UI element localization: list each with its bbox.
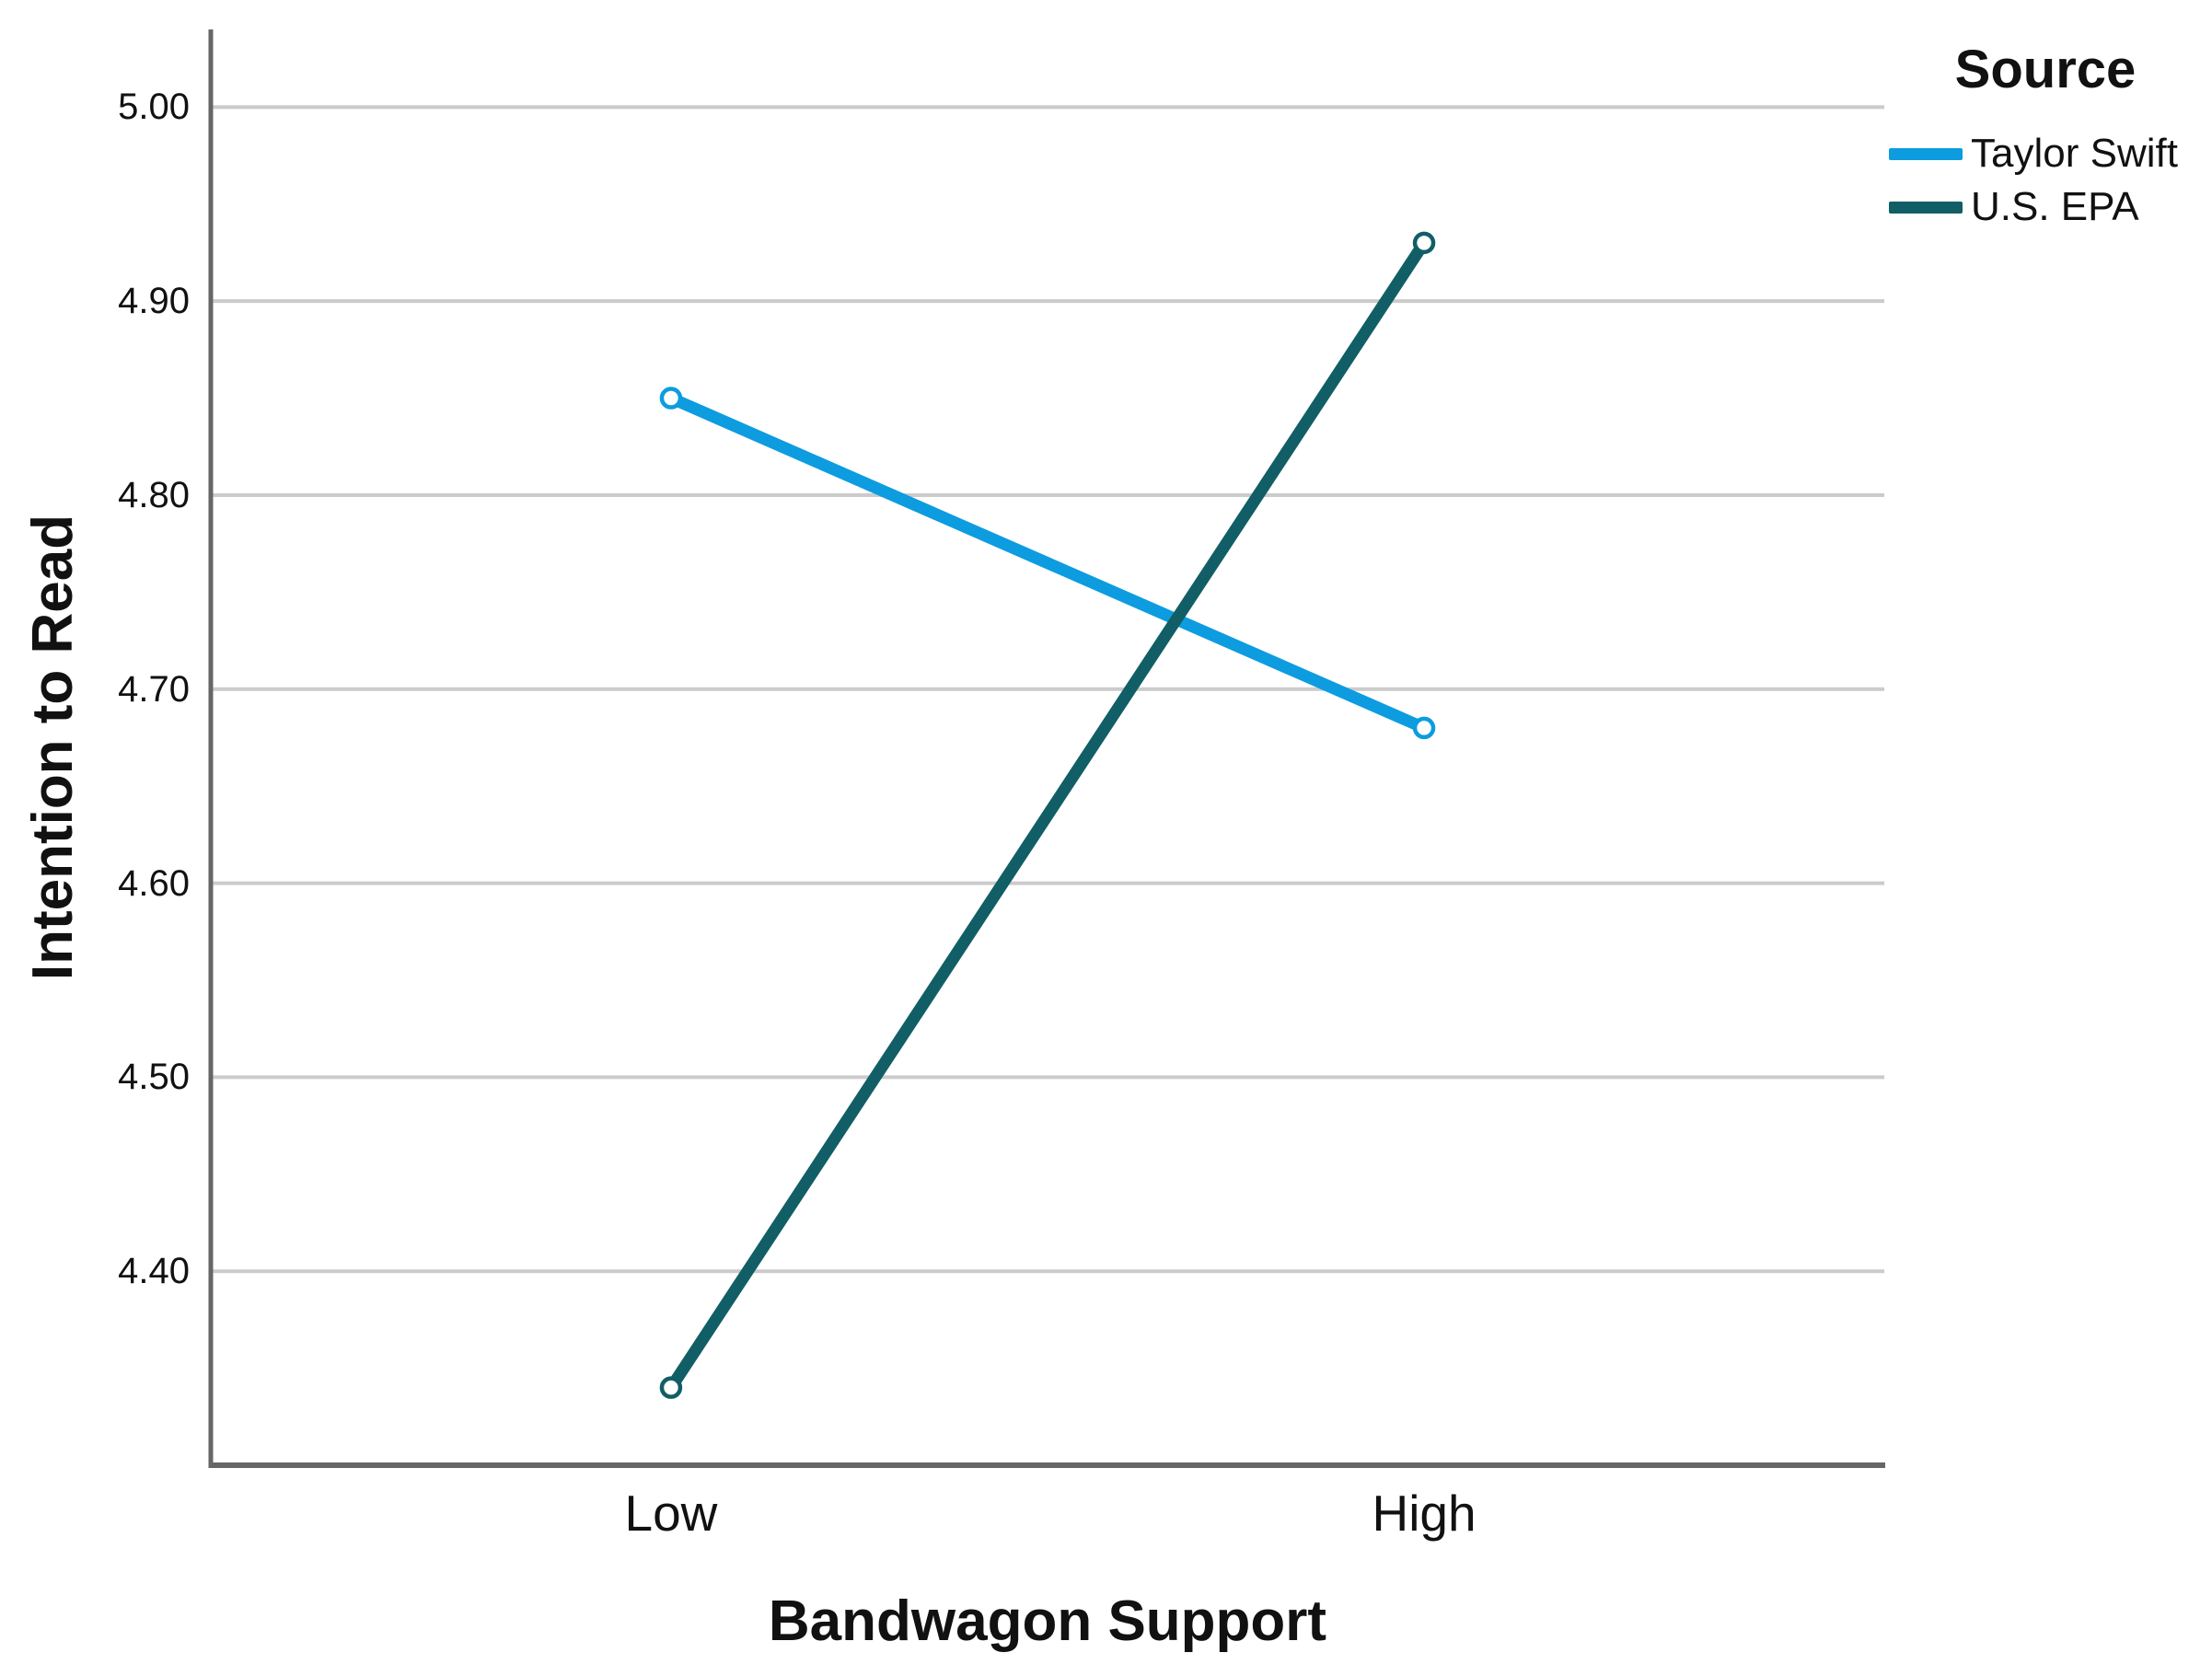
y-tick-label: 4.40 — [118, 1251, 190, 1292]
data-point-marker-taylor-swift — [1412, 716, 1436, 740]
legend-item-label: Taylor Swift — [1971, 131, 2178, 176]
data-point-marker-u-s-epa — [1412, 231, 1436, 255]
legend-item-label: U.S. EPA — [1971, 184, 2139, 229]
legend-swatch-taylor-swift — [1889, 147, 1963, 160]
y-tick-label: 4.90 — [118, 281, 190, 322]
legend-items: Taylor Swift U.S. EPA — [1889, 127, 2202, 234]
data-point-marker-u-s-epa — [659, 1376, 683, 1399]
y-tick-label: 4.70 — [118, 668, 190, 710]
y-tick-label: 4.60 — [118, 862, 190, 904]
y-tick-label: 4.50 — [118, 1057, 190, 1098]
x-tick-label: Low — [624, 1485, 718, 1542]
series-line-u-s-epa — [665, 237, 1430, 1394]
y-tick-label: 5.00 — [118, 87, 190, 128]
legend-title: Source — [1954, 40, 2137, 99]
data-point-marker-taylor-swift — [659, 387, 683, 410]
x-axis-title: Bandwagon Support — [768, 1589, 1327, 1653]
series-line-taylor-swift — [665, 392, 1430, 734]
legend: Source Taylor Swift U.S. EPA — [1889, 40, 2202, 234]
legend-item-u-s-epa: U.S. EPA — [1889, 180, 2202, 234]
x-tick-label: High — [1372, 1485, 1477, 1542]
legend-swatch-u-s-epa — [1889, 201, 1963, 214]
legend-item-taylor-swift: Taylor Swift — [1889, 127, 2202, 180]
y-tick-label: 4.80 — [118, 474, 190, 515]
